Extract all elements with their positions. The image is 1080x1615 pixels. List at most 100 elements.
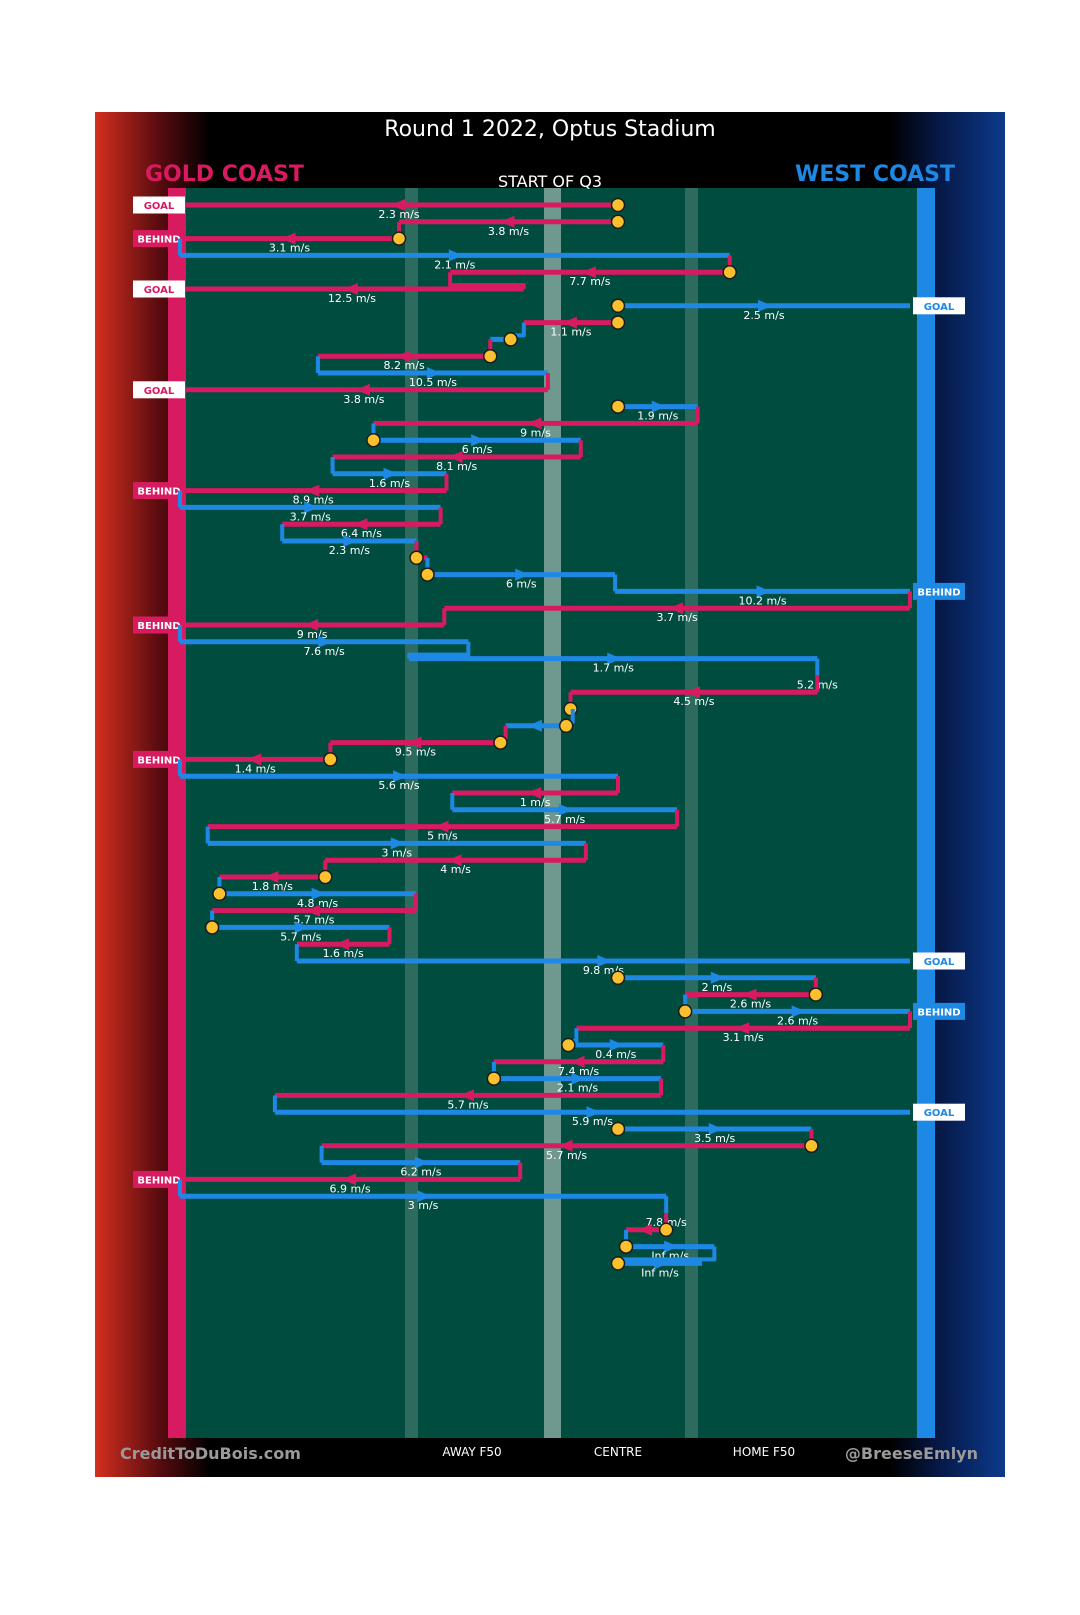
chain-34: 1.4 m/s BEHIND <box>133 742 338 775</box>
direction-arrow <box>305 904 320 917</box>
possession-start-marker <box>212 886 227 902</box>
possession-start-marker <box>503 332 518 347</box>
chain-43: 5.7 m/s <box>212 893 418 927</box>
possession-start-marker <box>610 970 626 986</box>
direction-arrow <box>304 619 319 631</box>
direction-arrow <box>597 955 612 967</box>
speed-label: 6 m/s <box>506 578 537 591</box>
possession-start-marker <box>558 718 574 734</box>
chain-20: 6.4 m/s <box>282 507 443 540</box>
direction-arrow <box>607 652 622 665</box>
chain-14: 9 m/s <box>373 406 700 439</box>
chain-56: 3.5 m/s <box>610 1121 812 1145</box>
chain-16: 8.1 m/s <box>332 440 583 473</box>
score-badge-bg <box>133 1170 185 1188</box>
chain-50: 3.1 m/s <box>576 1011 912 1044</box>
direction-arrow <box>318 635 333 648</box>
speed-label: 9 m/s <box>520 426 551 439</box>
possession-start-marker <box>618 1239 634 1254</box>
direction-arrow <box>448 249 463 262</box>
speed-label: 5.7 m/s <box>293 914 334 927</box>
direction-arrow <box>500 215 515 228</box>
score-result-text: BEHIND <box>137 755 180 766</box>
possession-start-marker <box>610 1256 626 1271</box>
speed-label: 3 m/s <box>408 1199 439 1212</box>
speed-label: 8.9 m/s <box>293 494 334 507</box>
score-result-text: BEHIND <box>137 487 180 498</box>
speed-label: 7.4 m/s <box>558 1065 599 1078</box>
score-badge-bg <box>133 196 185 214</box>
direction-arrow <box>343 535 358 547</box>
chain-30: 4.5 m/s <box>570 675 820 708</box>
chain-51: 0.4 m/s <box>561 1028 664 1061</box>
chain-49: 2.6 m/s BEHIND <box>677 994 965 1027</box>
speed-label: Inf m/s <box>641 1266 679 1279</box>
direction-arrow <box>459 1089 474 1102</box>
x-tick-label: AWAY F50 <box>442 1445 501 1459</box>
speed-label: 5 m/s <box>427 830 458 843</box>
possession-start-marker <box>493 735 508 750</box>
speed-label: 2.5 m/s <box>743 309 784 322</box>
score-result-badge: BEHIND <box>913 582 965 600</box>
direction-arrow <box>447 854 462 867</box>
direction-arrow <box>396 350 411 363</box>
possession-start-marker <box>561 1037 576 1053</box>
speed-label: 8.1 m/s <box>436 460 477 473</box>
chain-41: 1.8 m/s <box>219 860 333 893</box>
direction-arrow <box>434 820 449 833</box>
possession-start-marker <box>318 869 333 885</box>
direction-arrow <box>685 686 700 699</box>
chain-23: 6 m/s <box>420 557 616 591</box>
score-result-text: BEHIND <box>137 235 180 246</box>
speed-label: 1 m/s <box>520 796 551 809</box>
author-handle: @BreeseEmlyn <box>845 1444 978 1463</box>
direction-arrow <box>383 467 398 480</box>
score-result-text: BEHIND <box>917 1007 960 1018</box>
possession-start-marker <box>323 752 338 767</box>
direction-arrow <box>527 787 542 799</box>
score-badge-bg <box>913 1103 965 1121</box>
speed-label: 2.6 m/s <box>730 998 771 1011</box>
direction-arrow <box>515 568 530 581</box>
possession-start-marker <box>610 214 626 230</box>
direction-arrow <box>756 585 771 598</box>
direction-arrow <box>390 837 405 850</box>
speed-label: 4.8 m/s <box>297 897 338 910</box>
chain-55: 5.9 m/s GOAL <box>272 1095 965 1128</box>
direction-arrow <box>708 1123 723 1135</box>
direction-arrow <box>558 1139 573 1152</box>
direction-arrow <box>342 1173 357 1186</box>
score-result-badge: BEHIND <box>133 616 185 634</box>
score-badge-bg <box>913 952 965 970</box>
speed-label: 3.7 m/s <box>290 510 331 523</box>
chain-54: 5.7 m/s <box>274 1078 664 1111</box>
speed-label: 2.3 m/s <box>378 208 419 221</box>
direction-arrow <box>609 1039 624 1051</box>
speed-label: 3.8 m/s <box>488 225 529 238</box>
possession-start-marker <box>658 1222 674 1238</box>
chain-18: 8.9 m/s BEHIND <box>133 473 449 507</box>
speed-label: 1.6 m/s <box>369 477 410 490</box>
possession-start-marker <box>610 197 626 213</box>
x-axis-ticks: AWAY F50 CENTRE HOME F50 <box>442 1445 795 1459</box>
chain-33: 9.5 m/s <box>330 725 508 759</box>
possession-start-marker <box>563 701 578 717</box>
chain-38: 5 m/s <box>207 809 680 843</box>
direction-arrow <box>710 971 725 984</box>
direction-arrow <box>305 484 320 497</box>
direction-arrow <box>448 451 463 463</box>
direction-arrow <box>335 938 350 951</box>
possession-start-marker <box>366 432 381 448</box>
score-badge-bg <box>133 280 185 298</box>
direction-arrow <box>527 719 542 732</box>
score-result-text: GOAL <box>144 201 175 212</box>
score-badge-bg <box>133 230 185 248</box>
direction-arrow <box>407 736 422 749</box>
speed-label: 3.5 m/s <box>694 1132 735 1145</box>
chain-9 <box>490 322 526 347</box>
speed-label: 5.6 m/s <box>378 779 419 792</box>
chain-10: 8.2 m/s <box>317 339 498 372</box>
score-badge-bg <box>133 482 185 500</box>
score-badge-bg <box>913 582 965 600</box>
possession-start-marker <box>808 987 824 1002</box>
